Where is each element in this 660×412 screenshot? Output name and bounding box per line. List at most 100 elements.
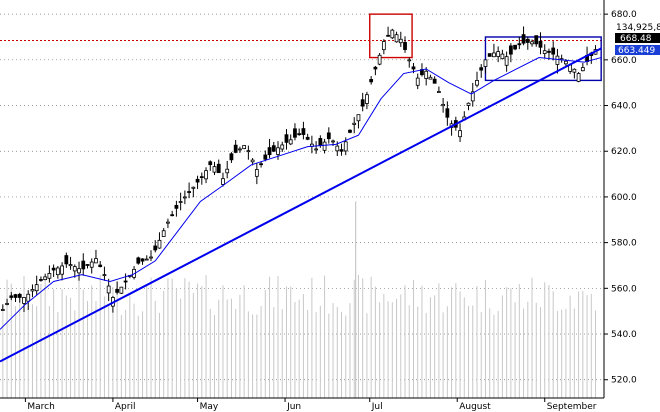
highlight-box-1 bbox=[369, 13, 413, 59]
candle-body bbox=[170, 214, 175, 217]
candle-body bbox=[492, 52, 496, 58]
candle-body bbox=[191, 186, 196, 189]
candle-body bbox=[360, 99, 365, 107]
y-tick-label: 540.0 bbox=[611, 330, 637, 340]
candle-body bbox=[352, 122, 357, 125]
highlight-boxes bbox=[369, 13, 602, 82]
candle-body bbox=[373, 66, 378, 70]
candle-body bbox=[182, 196, 187, 199]
candle-body bbox=[195, 178, 200, 183]
month-label: May bbox=[200, 402, 219, 412]
candle-body bbox=[508, 45, 513, 55]
month-label: March bbox=[27, 402, 54, 412]
candle-body bbox=[85, 264, 90, 266]
candle-body bbox=[411, 66, 416, 70]
candle-body bbox=[424, 70, 429, 79]
candle-body bbox=[386, 34, 390, 37]
candle-body bbox=[178, 201, 183, 203]
candle-body bbox=[246, 150, 251, 153]
y-tick-label: 640.0 bbox=[611, 102, 637, 112]
candle-body bbox=[17, 293, 22, 298]
candle-body bbox=[305, 136, 310, 140]
candle-body bbox=[161, 230, 166, 237]
candle-body bbox=[81, 260, 86, 270]
candle-body bbox=[377, 54, 382, 65]
ma-badge: 663.449 bbox=[618, 46, 655, 56]
candle-body bbox=[34, 284, 39, 292]
candle-body bbox=[343, 141, 348, 152]
candle-body bbox=[233, 144, 238, 153]
candle-body bbox=[123, 280, 128, 283]
candle-body bbox=[297, 133, 302, 136]
candle-body bbox=[212, 166, 217, 173]
candle-body bbox=[314, 148, 318, 151]
candle-body bbox=[43, 276, 48, 281]
candle-body bbox=[335, 145, 340, 152]
price-high-badge: 668.48 bbox=[620, 34, 652, 44]
axes bbox=[0, 0, 605, 399]
candle-body bbox=[9, 295, 14, 298]
candle-body bbox=[339, 149, 344, 152]
candle-body bbox=[475, 80, 479, 86]
candle-body bbox=[521, 34, 526, 44]
candle-body bbox=[216, 163, 221, 174]
candle-body bbox=[483, 59, 488, 67]
candle-body bbox=[322, 141, 327, 151]
y-tick-label: 560.0 bbox=[611, 284, 637, 294]
candle-body bbox=[94, 258, 98, 264]
candle-body bbox=[564, 60, 568, 65]
candle-body bbox=[369, 79, 374, 83]
candle-body bbox=[293, 128, 297, 138]
candlesticks bbox=[0, 26, 598, 313]
candle-body bbox=[555, 55, 560, 65]
candle-body bbox=[77, 268, 81, 274]
candle-body bbox=[284, 134, 289, 143]
candle-body bbox=[479, 67, 484, 71]
candle-body bbox=[326, 132, 331, 140]
candle-body bbox=[500, 53, 505, 60]
ma-badge-bg bbox=[615, 45, 660, 55]
candle-body bbox=[115, 288, 120, 293]
candle-body bbox=[301, 128, 306, 135]
price-high-badge-bg bbox=[615, 33, 660, 43]
candle-body bbox=[208, 161, 213, 166]
candle-body bbox=[153, 245, 158, 251]
candle-body bbox=[72, 266, 77, 272]
candle-body bbox=[572, 68, 577, 73]
candle-body bbox=[288, 139, 293, 145]
candle-body bbox=[318, 138, 323, 146]
candle-body bbox=[437, 91, 441, 93]
candle-body bbox=[106, 285, 111, 294]
candle-body bbox=[254, 169, 259, 177]
candle-body bbox=[166, 221, 170, 224]
candle-body bbox=[530, 41, 534, 45]
candle-body bbox=[5, 303, 9, 305]
candle-body bbox=[390, 29, 395, 39]
candle-body bbox=[496, 51, 501, 57]
candle-body bbox=[68, 264, 73, 267]
candle-body bbox=[13, 294, 18, 298]
candle-body bbox=[187, 191, 191, 193]
candle-body bbox=[98, 264, 103, 268]
candle-body bbox=[525, 38, 530, 43]
candle-body bbox=[538, 40, 543, 48]
month-label: September bbox=[547, 402, 597, 412]
candle-body bbox=[432, 78, 437, 84]
candle-body bbox=[55, 267, 60, 276]
candle-body bbox=[356, 114, 361, 122]
y-tick-label: 620.0 bbox=[611, 147, 637, 157]
candle-body bbox=[22, 297, 26, 304]
candle-body bbox=[547, 50, 551, 53]
candle-body bbox=[242, 145, 247, 150]
moving-average bbox=[0, 57, 602, 330]
candle-body bbox=[348, 129, 352, 133]
candle-body bbox=[47, 273, 52, 279]
y-tick-label: 520.0 bbox=[611, 376, 637, 386]
y-tick-label: 580.0 bbox=[611, 239, 637, 249]
month-label: Jun bbox=[286, 402, 301, 412]
candle-body bbox=[280, 144, 285, 150]
month-label: April bbox=[115, 402, 136, 412]
candle-body bbox=[276, 147, 280, 155]
candle-body bbox=[466, 102, 471, 106]
